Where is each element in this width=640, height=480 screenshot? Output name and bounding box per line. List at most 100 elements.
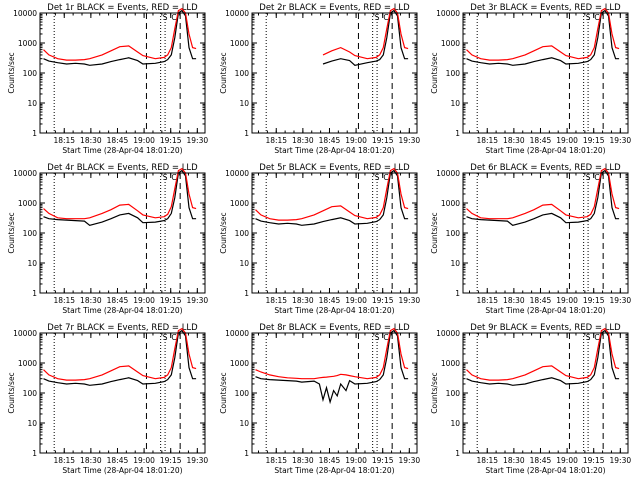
x-axis-label: Start Time (28-Apr-04 18:01:20) [485, 466, 605, 475]
x-tick-label: 18:45 [530, 296, 552, 305]
x-tick-label: 19:30 [399, 136, 421, 145]
chart-panel: Det 9r BLACK = Events, RED = LLD 1 10 100 10… [430, 323, 631, 475]
y-axis-label: Counts/sec [7, 52, 16, 93]
y-tick-label: 100 [23, 389, 38, 398]
x-tick-label: 18:45 [530, 456, 552, 465]
y-tick-label: 1 [32, 129, 37, 138]
y-tick-label: 10 [27, 99, 37, 108]
series-line-black [466, 329, 620, 386]
event-marker-label: C [171, 333, 176, 342]
x-tick-label: 18:15 [265, 296, 287, 305]
x-tick-label: 19:15 [583, 296, 605, 305]
y-tick-label: 1000 [18, 39, 37, 48]
event-marker-label: C [171, 13, 176, 22]
series-line-black [466, 9, 620, 66]
y-tick-label: 10000 [225, 169, 249, 178]
series-line-black [43, 169, 197, 226]
x-tick-label: 19:30 [399, 296, 421, 305]
y-tick-label: 1 [455, 289, 460, 298]
x-tick-label: 18:30 [80, 136, 102, 145]
chart-title: Det 6r BLACK = Events, RED = LLD [470, 163, 621, 173]
series-line-red [255, 167, 409, 221]
y-tick-label: 10000 [436, 9, 460, 18]
y-tick-label: 10 [450, 259, 460, 268]
x-tick-label: 19:30 [187, 456, 209, 465]
y-tick-label: 10000 [13, 169, 37, 178]
x-axis-label: Start Time (28-Apr-04 18:01:20) [274, 306, 394, 315]
x-tick-label: 19:00 [556, 296, 578, 305]
x-tick-label: 18:45 [319, 136, 341, 145]
x-tick-label: 19:00 [133, 456, 155, 465]
y-tick-label: 100 [235, 389, 250, 398]
x-tick-label: 18:45 [319, 456, 341, 465]
x-tick-label: 19:15 [372, 296, 394, 305]
y-tick-label: 10 [450, 419, 460, 428]
chart-title: Det 9r BLACK = Events, RED = LLD [470, 323, 621, 333]
x-tick-label: 19:30 [610, 456, 632, 465]
y-tick-label: 1 [455, 449, 460, 458]
x-tick-label: 18:45 [107, 296, 129, 305]
y-axis-label: Counts/sec [219, 372, 228, 413]
y-tick-label: 100 [446, 389, 461, 398]
x-tick-label: 18:15 [476, 456, 498, 465]
y-tick-label: 1000 [230, 359, 249, 368]
y-tick-label: 1 [244, 289, 249, 298]
x-tick-label: 18:30 [503, 456, 525, 465]
y-tick-label: 1000 [230, 39, 249, 48]
x-tick-label: 19:00 [556, 136, 578, 145]
y-tick-label: 10 [239, 419, 249, 428]
y-tick-label: 1 [455, 129, 460, 138]
chart-title: Det 4r BLACK = Events, RED = LLD [47, 163, 198, 173]
x-tick-label: 19:00 [345, 456, 367, 465]
chart-panel: Det 3r BLACK = Events, RED = LLD 1 10 100 10… [430, 3, 631, 155]
x-tick-label: 18:15 [265, 136, 287, 145]
x-axis-label: Start Time (28-Apr-04 18:01:20) [485, 146, 605, 155]
chart-panel: Det 4r BLACK = Events, RED = LLD 1 10 100 10… [7, 163, 208, 315]
y-tick-label: 10000 [13, 9, 37, 18]
x-axis-label: Start Time (28-Apr-04 18:01:20) [274, 146, 394, 155]
y-tick-label: 1000 [18, 199, 37, 208]
x-tick-label: 18:15 [476, 136, 498, 145]
y-tick-label: 10000 [436, 329, 460, 338]
y-axis-label: Counts/sec [430, 372, 439, 413]
y-axis-label: Counts/sec [219, 52, 228, 93]
y-tick-label: 1000 [441, 39, 460, 48]
event-marker-label: C [594, 333, 599, 342]
y-tick-label: 1000 [441, 199, 460, 208]
event-marker-label: C [383, 173, 388, 182]
x-tick-label: 18:15 [53, 296, 75, 305]
series-line-red [255, 327, 409, 380]
y-axis-label: Counts/sec [430, 52, 439, 93]
x-tick-label: 18:30 [503, 296, 525, 305]
y-axis-label: Counts/sec [7, 212, 16, 253]
y-axis-label: Counts/sec [219, 212, 228, 253]
x-tick-label: 18:15 [53, 456, 75, 465]
x-axis-label: Start Time (28-Apr-04 18:01:20) [62, 146, 182, 155]
x-tick-label: 19:30 [610, 136, 632, 145]
x-tick-label: 19:00 [133, 296, 155, 305]
x-tick-label: 18:45 [107, 456, 129, 465]
x-tick-label: 18:45 [107, 136, 129, 145]
x-axis-label: Start Time (28-Apr-04 18:01:20) [274, 466, 394, 475]
event-marker-label: S [163, 13, 168, 22]
event-marker-label: S [586, 13, 591, 22]
series-line-red [322, 7, 409, 60]
y-tick-label: 100 [446, 229, 461, 238]
event-marker-label: S [163, 333, 168, 342]
y-tick-label: 100 [235, 229, 250, 238]
event-marker-label: S [375, 333, 380, 342]
event-marker-label: C [383, 333, 388, 342]
event-marker-label: S [375, 13, 380, 22]
chart-panel: Det 8r BLACK = Events, RED = LLD 1 10 100 10… [219, 323, 420, 475]
y-tick-label: 10000 [225, 9, 249, 18]
chart-panel: Det 7r BLACK = Events, RED = LLD 1 10 100 10… [7, 323, 208, 475]
series-line-red [43, 167, 197, 220]
series-line-red [43, 327, 197, 381]
y-tick-label: 100 [235, 69, 250, 78]
chart-panel: Det 2r BLACK = Events, RED = LLD 1 10 100 10… [219, 3, 420, 155]
event-marker-label: C [171, 173, 176, 182]
event-marker-label: S [163, 173, 168, 182]
series-line-red [466, 327, 620, 381]
y-tick-label: 10 [27, 259, 37, 268]
chart-panel: Det 5r BLACK = Events, RED = LLD 1 10 100 10… [219, 163, 420, 315]
